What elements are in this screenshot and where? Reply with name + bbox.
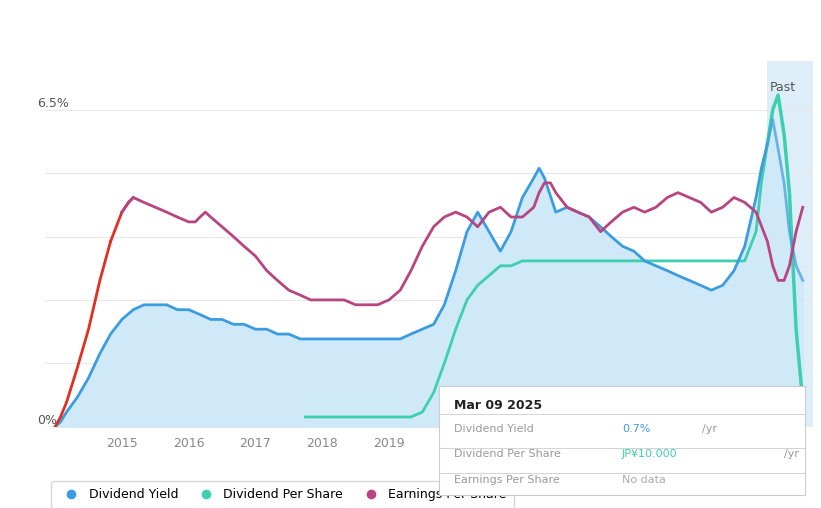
Text: Dividend Per Share: Dividend Per Share: [454, 450, 561, 459]
Text: Mar 09 2025: Mar 09 2025: [454, 399, 542, 412]
Bar: [768, 61, 813, 427]
Text: 0.7%: 0.7%: [622, 424, 650, 434]
Text: 6.5%: 6.5%: [38, 97, 69, 110]
Text: /yr: /yr: [785, 450, 800, 459]
Legend: Dividend Yield, Dividend Per Share, Earnings Per Share: Dividend Yield, Dividend Per Share, Earn…: [52, 481, 514, 508]
Text: No data: No data: [622, 474, 666, 485]
Text: /yr: /yr: [702, 424, 718, 434]
Text: JP¥10.000: JP¥10.000: [622, 450, 677, 459]
Text: Dividend Yield: Dividend Yield: [454, 424, 534, 434]
Text: 0%: 0%: [38, 414, 57, 427]
Text: Earnings Per Share: Earnings Per Share: [454, 474, 560, 485]
Text: Past: Past: [769, 81, 796, 94]
